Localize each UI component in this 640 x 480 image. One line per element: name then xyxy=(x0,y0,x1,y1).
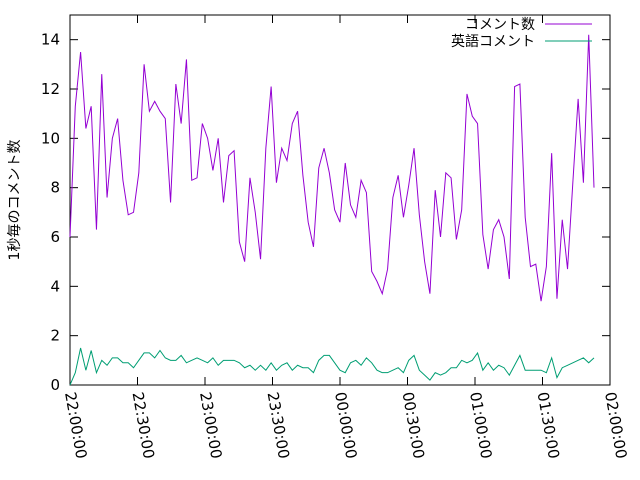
x-tick-label: 23:30:00 xyxy=(264,391,293,460)
y-tick-label: 10 xyxy=(41,129,60,147)
series-line-0 xyxy=(69,34,595,302)
y-tick-label: 12 xyxy=(41,80,60,98)
x-tick-label: 00:30:00 xyxy=(399,391,428,460)
y-tick-label: 4 xyxy=(50,277,60,295)
plot-frame xyxy=(69,14,611,386)
x-tick-label: 22:00:00 xyxy=(61,391,90,460)
legend-label-0: コメント数 xyxy=(465,17,535,33)
y-tick-label: 8 xyxy=(50,179,60,197)
x-tick-label: 02:00:00 xyxy=(601,391,630,460)
series-group xyxy=(69,34,595,386)
x-tick-label: 00:00:00 xyxy=(331,391,360,460)
series-line-1 xyxy=(69,347,595,386)
legend-label-1: 英語コメント xyxy=(451,33,535,50)
y-tick-label: 6 xyxy=(50,228,60,246)
y-tick-label: 2 xyxy=(50,327,60,345)
y-tick-label: 14 xyxy=(41,31,60,49)
x-tick-label: 23:00:00 xyxy=(196,391,225,460)
y-axis-label: 1秒毎のコメント数 xyxy=(7,140,23,261)
y-axis: 0 2 4 6 8 10 12 14 xyxy=(41,31,610,394)
x-tick-label: 22:30:00 xyxy=(129,391,158,460)
x-tick-label: 01:00:00 xyxy=(466,391,495,460)
x-tick-label: 01:30:00 xyxy=(534,391,563,460)
y-tick-label: 0 xyxy=(50,376,60,394)
